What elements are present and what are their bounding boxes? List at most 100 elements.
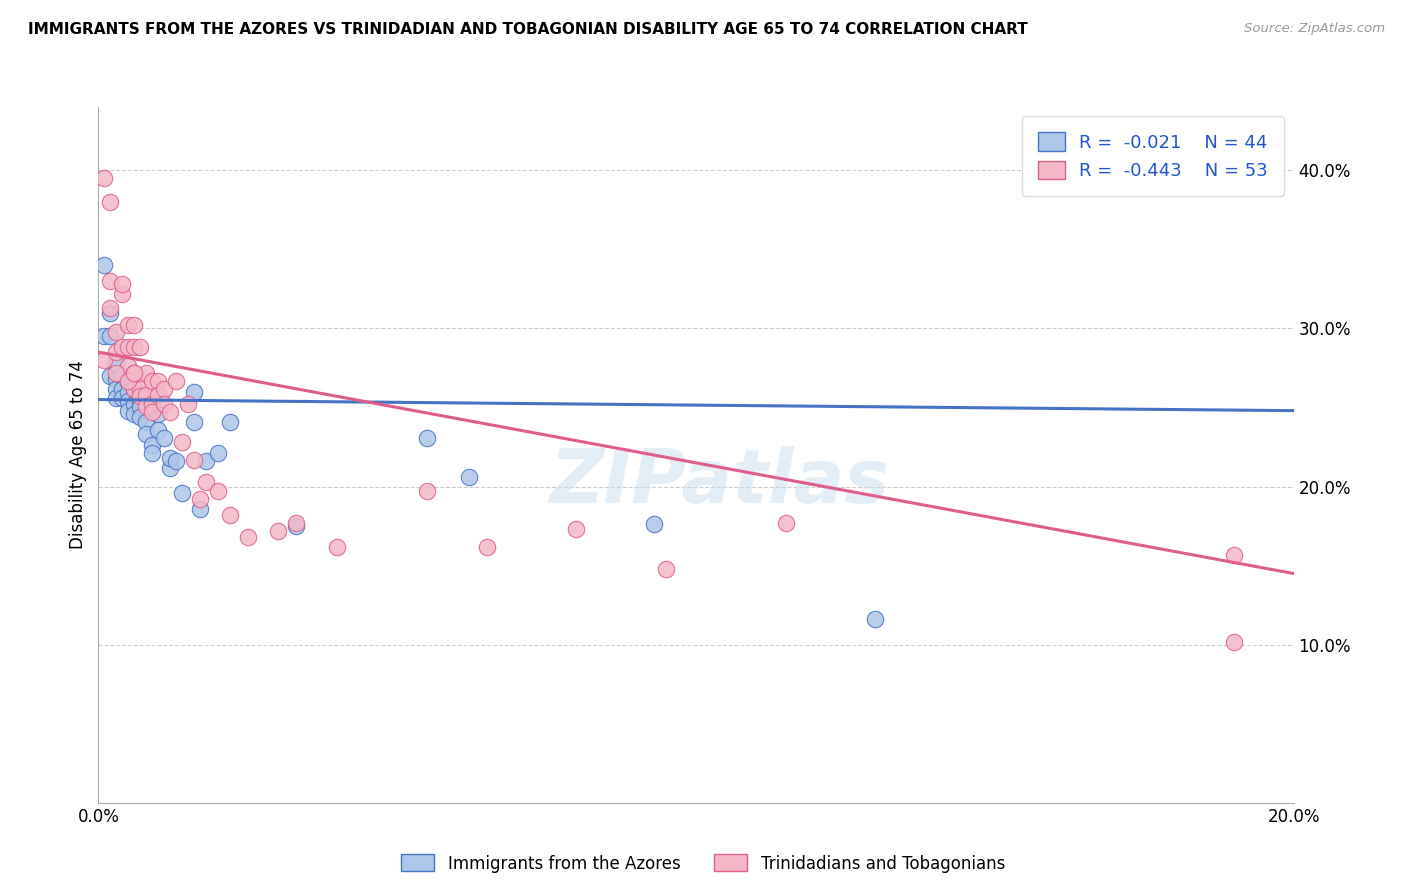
Point [105, 356, 128, 370]
Point [117, 340, 139, 354]
Point [141, 397, 163, 411]
Point [111, 286, 134, 301]
Point [775, 516, 797, 530]
Point [111, 277, 134, 292]
Point [148, 423, 170, 437]
Point [326, 540, 349, 554]
Point [1223, 548, 1246, 562]
Point [124, 382, 146, 396]
Point [124, 366, 146, 380]
Point [129, 401, 152, 415]
Text: Source: ZipAtlas.com: Source: ZipAtlas.com [1244, 22, 1385, 36]
Point [105, 372, 128, 386]
Point [124, 407, 146, 421]
Point [153, 397, 176, 411]
Point [219, 415, 242, 429]
Point [188, 501, 211, 516]
Point [135, 415, 157, 429]
Point [105, 325, 128, 339]
Point [135, 399, 157, 413]
Point [129, 409, 152, 424]
Point [117, 318, 139, 333]
Point [865, 612, 887, 626]
Point [117, 403, 139, 417]
Text: IMMIGRANTS FROM THE AZORES VS TRINIDADIAN AND TOBAGONIAN DISABILITY AGE 65 TO 74: IMMIGRANTS FROM THE AZORES VS TRINIDADIA… [28, 22, 1028, 37]
Point [183, 452, 205, 467]
Point [129, 389, 152, 403]
Point [267, 524, 290, 538]
Point [177, 397, 200, 411]
Text: ZIPatlas: ZIPatlas [550, 446, 890, 519]
Point [183, 384, 205, 399]
Point [135, 388, 157, 402]
Point [129, 340, 152, 354]
Point [93, 353, 115, 368]
Legend: R =  -0.021    N = 44, R =  -0.443    N = 53: R = -0.021 N = 44, R = -0.443 N = 53 [1022, 116, 1285, 196]
Point [565, 522, 588, 536]
Point [207, 484, 229, 499]
Point [458, 470, 481, 484]
Point [124, 382, 146, 396]
Point [124, 340, 146, 354]
Point [124, 397, 146, 411]
Point [284, 519, 307, 533]
Point [284, 516, 307, 530]
Point [124, 318, 146, 333]
Point [194, 475, 218, 489]
Point [159, 460, 181, 475]
Point [111, 340, 134, 354]
Point [98, 301, 122, 315]
Point [416, 484, 439, 499]
Point [141, 438, 163, 452]
Point [98, 274, 122, 288]
Point [188, 492, 211, 507]
Point [111, 391, 134, 405]
Point [148, 374, 170, 388]
Point [93, 258, 115, 272]
Point [141, 374, 163, 388]
Point [165, 454, 187, 468]
Point [129, 382, 152, 396]
Point [105, 345, 128, 359]
Point [153, 430, 176, 444]
Point [165, 374, 187, 388]
Point [172, 435, 194, 450]
Point [655, 562, 678, 576]
Point [159, 451, 181, 466]
Point [117, 359, 139, 374]
Point [124, 366, 146, 380]
Point [98, 305, 122, 319]
Point [148, 407, 170, 421]
Point [93, 171, 115, 186]
Point [153, 382, 176, 396]
Point [141, 405, 163, 419]
Legend: Immigrants from the Azores, Trinidadians and Tobagonians: Immigrants from the Azores, Trinidadians… [395, 847, 1011, 880]
Point [117, 394, 139, 409]
Point [183, 415, 205, 429]
Point [148, 388, 170, 402]
Point [105, 366, 128, 380]
Point [207, 446, 229, 460]
Point [1223, 634, 1246, 648]
Point [135, 366, 157, 380]
Point [105, 382, 128, 396]
Point [135, 427, 157, 442]
Point [98, 194, 122, 209]
Point [105, 391, 128, 405]
Point [98, 329, 122, 343]
Y-axis label: Disability Age 65 to 74: Disability Age 65 to 74 [69, 360, 87, 549]
Point [643, 517, 665, 532]
Point [172, 486, 194, 500]
Point [236, 530, 259, 544]
Point [416, 430, 439, 444]
Point [194, 454, 218, 468]
Point [475, 540, 498, 554]
Point [93, 329, 115, 343]
Point [159, 405, 181, 419]
Point [129, 394, 152, 409]
Point [219, 508, 242, 522]
Point [98, 368, 122, 383]
Point [111, 368, 134, 383]
Point [117, 384, 139, 399]
Point [141, 446, 163, 460]
